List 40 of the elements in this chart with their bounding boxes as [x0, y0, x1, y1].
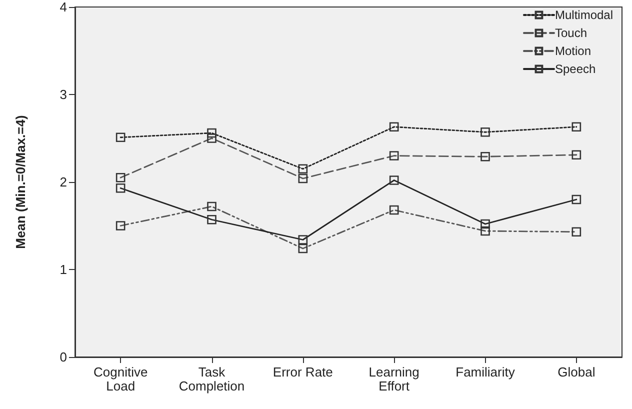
x-tick-label: Task Completion: [178, 364, 245, 394]
point: [116, 221, 126, 230]
point: [480, 219, 490, 229]
point: [389, 122, 399, 132]
y-tick-label: 3: [60, 87, 67, 102]
point: [298, 174, 308, 184]
point: [389, 176, 399, 185]
point: [389, 205, 399, 215]
point: [298, 244, 308, 254]
y-tick-label: 0: [60, 350, 67, 364]
point: [298, 235, 308, 244]
x-tick-label: Learning Effort: [368, 364, 420, 394]
x-tick-label: Error Rate: [272, 364, 333, 380]
x-tick-label: Familiarity: [456, 364, 516, 380]
point: [207, 214, 216, 224]
point: [389, 151, 399, 160]
y-axis-title: Mean (Min.=0/Max.=4): [13, 115, 28, 249]
y-tick-label: 1: [60, 262, 67, 277]
point: [298, 164, 308, 174]
y-tick-label: 4: [60, 0, 67, 14]
point: [207, 128, 216, 138]
x-tick-label: Cognitive Load: [93, 364, 148, 394]
point: [480, 152, 490, 162]
legend-label: Speech: [554, 62, 596, 76]
point: [572, 150, 582, 160]
x-tick-label: Global: [558, 364, 596, 380]
point: [572, 194, 582, 204]
y-tick-label: 2: [60, 174, 67, 190]
point: [207, 202, 216, 212]
point: [480, 127, 490, 137]
point: [480, 226, 490, 236]
point: [572, 227, 582, 237]
point: [572, 122, 582, 132]
point: [116, 172, 126, 182]
point: [116, 132, 126, 142]
point: [207, 134, 216, 143]
legend-label: Motion: [554, 44, 592, 58]
legend-label: Multimodal: [554, 8, 614, 22]
point: [116, 183, 126, 193]
legend-label: Touch: [554, 26, 588, 40]
